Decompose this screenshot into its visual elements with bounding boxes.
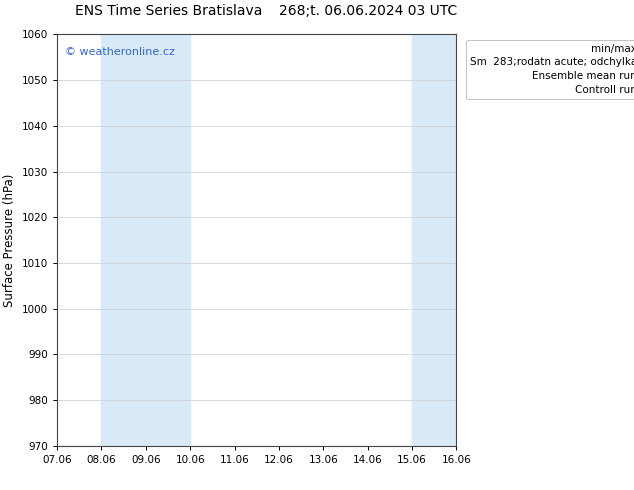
Bar [412,34,456,446]
Bar [101,34,190,446]
Text: ENS Time Series Bratislava: ENS Time Series Bratislava [75,4,262,18]
Legend: min/max, Sm  283;rodatn acute; odchylka, Ensemble mean run, Controll run: min/max, Sm 283;rodatn acute; odchylka, … [466,40,634,99]
Text: 268;t. 06.06.2024 03 UTC: 268;t. 06.06.2024 03 UTC [280,4,458,18]
Y-axis label: Surface Pressure (hPa): Surface Pressure (hPa) [3,173,16,307]
Text: © weatheronline.cz: © weatheronline.cz [65,47,175,57]
